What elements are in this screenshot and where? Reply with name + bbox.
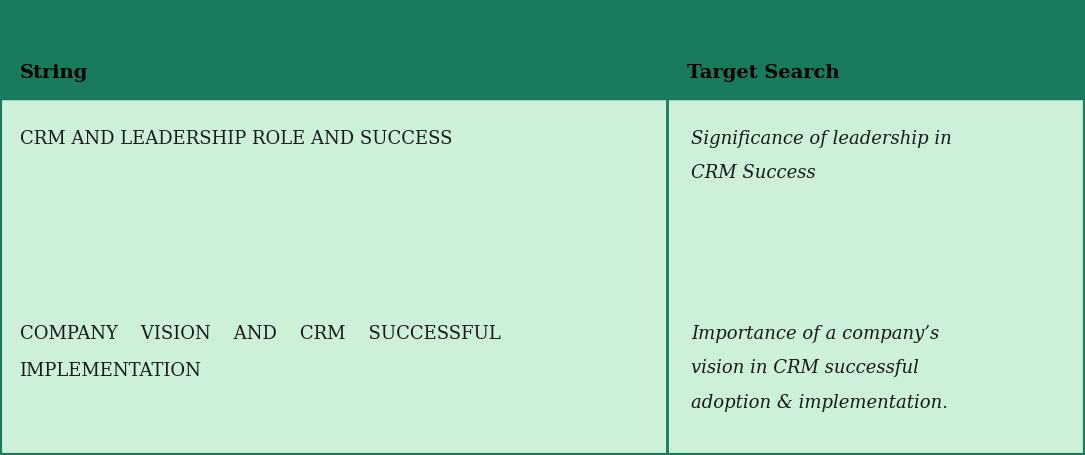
Bar bbox=[0, 98, 1085, 455]
Text: CRM Success: CRM Success bbox=[691, 164, 816, 182]
Text: COMPANY    VISION    AND    CRM    SUCCESSFUL: COMPANY VISION AND CRM SUCCESSFUL bbox=[20, 325, 500, 344]
Text: Significance of leadership in: Significance of leadership in bbox=[691, 130, 952, 148]
Text: CRM AND LEADERSHIP ROLE AND SUCCESS: CRM AND LEADERSHIP ROLE AND SUCCESS bbox=[20, 130, 452, 148]
Text: vision in CRM successful: vision in CRM successful bbox=[691, 359, 919, 378]
Text: Importance of a company’s: Importance of a company’s bbox=[691, 325, 940, 344]
Bar bbox=[0, 0, 1085, 98]
Text: adoption & implementation.: adoption & implementation. bbox=[691, 394, 948, 412]
Text: Target Search: Target Search bbox=[687, 64, 840, 82]
Text: IMPLEMENTATION: IMPLEMENTATION bbox=[20, 362, 202, 380]
Text: String: String bbox=[20, 64, 88, 82]
